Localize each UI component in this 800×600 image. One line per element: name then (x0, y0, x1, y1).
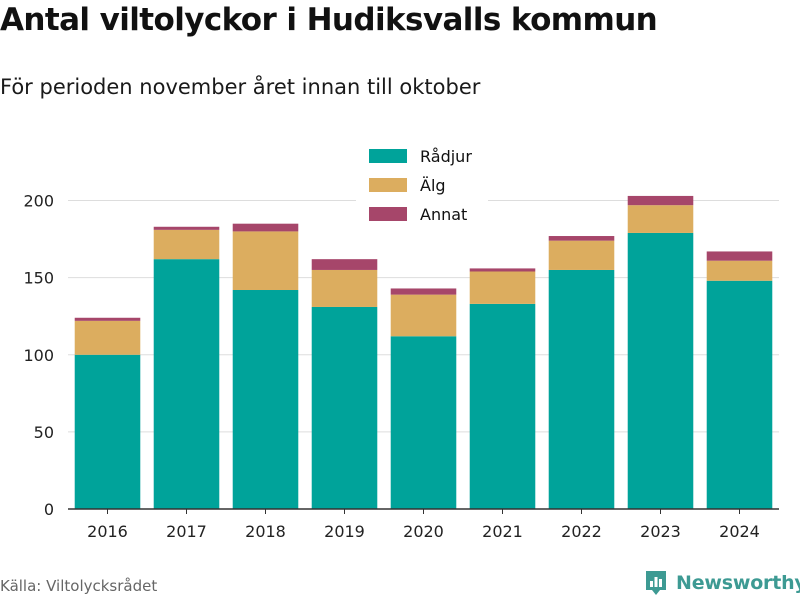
bar-älg-2021 (469, 271, 536, 304)
x-tick-label: 2022 (561, 522, 602, 541)
bar-älg-2022 (548, 240, 615, 270)
x-tick-label: 2020 (403, 522, 444, 541)
bar-älg-2019 (311, 269, 378, 307)
bar-rådjur-2019 (311, 306, 378, 509)
legend-label: Rådjur (420, 147, 472, 166)
bar-annat-2021 (469, 268, 536, 272)
bar-annat-2017 (153, 226, 220, 230)
legend: Rådjur Älg Annat (356, 140, 488, 229)
x-tick-label: 2023 (640, 522, 681, 541)
x-tick-label: 2018 (245, 522, 286, 541)
legend-label: Annat (420, 205, 467, 224)
chart-title: Antal viltolyckor i Hudiksvalls kommun (0, 2, 658, 38)
x-tick-label: 2021 (482, 522, 523, 541)
bar-älg-2024 (706, 260, 773, 281)
brand-name: Newsworthy (676, 572, 800, 594)
x-tick-label: 2024 (719, 522, 760, 541)
source-note: Källa: Viltolycksrådet (0, 577, 158, 595)
x-axis-ticks: 2016 2017 2018 2019 2020 2021 2022 2023 2024 (87, 509, 760, 541)
bar-rådjur-2016 (74, 354, 141, 509)
y-tick-label: 0 (44, 500, 54, 519)
chart-subtitle: För perioden november året innan till ok… (0, 75, 481, 99)
y-tick-label: 150 (23, 269, 54, 288)
newsworthy-logo-icon (646, 571, 666, 595)
bar-annat-2018 (232, 223, 299, 232)
bar-älg-2018 (232, 231, 299, 291)
y-tick-label: 100 (23, 346, 54, 365)
legend-label: Älg (420, 176, 446, 195)
bar-rådjur-2017 (153, 259, 220, 509)
bars (74, 195, 773, 510)
x-tick-label: 2019 (324, 522, 365, 541)
bar-rådjur-2022 (548, 269, 615, 509)
bar-älg-2020 (390, 294, 457, 337)
legend-swatch (369, 178, 407, 192)
bar-annat-2020 (390, 288, 457, 295)
bar-älg-2023 (627, 205, 694, 233)
newsworthy-brand: Newsworthy (644, 569, 800, 597)
legend-swatch (369, 207, 407, 221)
bar-rådjur-2024 (706, 280, 773, 509)
x-tick-label: 2017 (166, 522, 207, 541)
x-tick-label: 2016 (87, 522, 128, 541)
bar-rådjur-2018 (232, 290, 299, 509)
bar-annat-2019 (311, 259, 378, 270)
y-tick-label: 50 (34, 423, 54, 442)
bar-älg-2017 (153, 229, 220, 260)
bar-annat-2016 (74, 317, 141, 321)
bar-älg-2016 (74, 320, 141, 355)
bar-annat-2022 (548, 236, 615, 241)
legend-swatch (369, 149, 407, 163)
y-tick-label: 200 (23, 192, 54, 211)
bar-annat-2023 (627, 195, 694, 206)
bar-rådjur-2023 (627, 232, 694, 510)
bar-annat-2024 (706, 251, 773, 261)
bar-rådjur-2021 (469, 303, 536, 509)
y-axis-ticks: 0 50 100 150 200 (23, 192, 54, 519)
bar-rådjur-2020 (390, 336, 457, 509)
